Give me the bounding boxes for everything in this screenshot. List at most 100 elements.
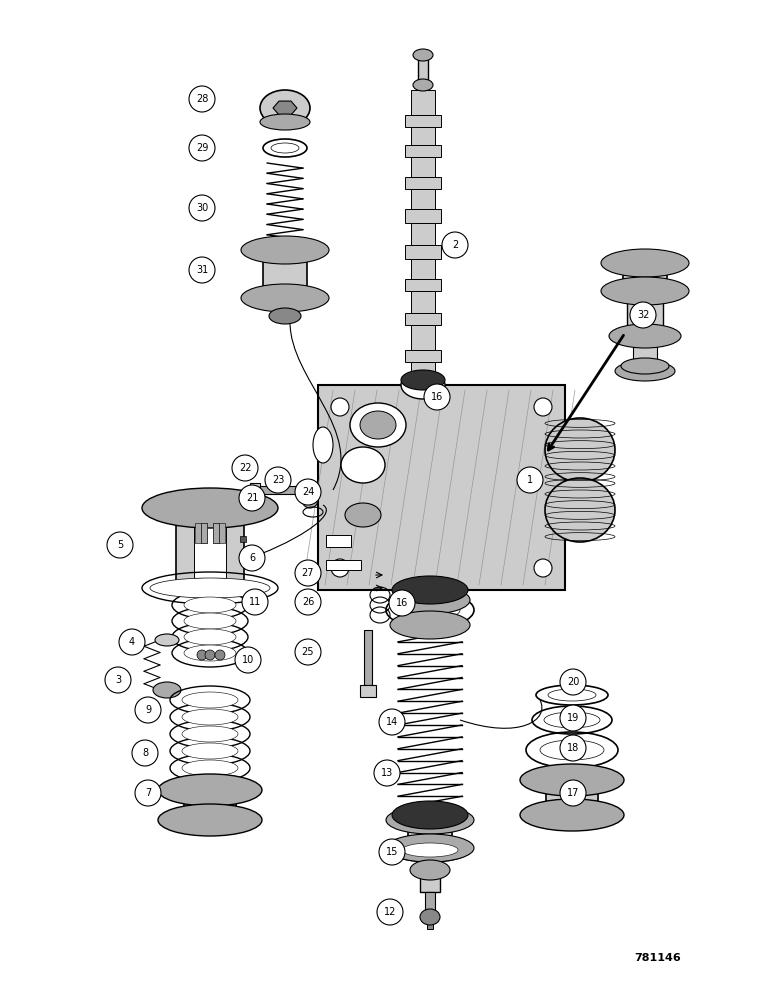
- Text: 781146: 781146: [635, 953, 682, 963]
- Ellipse shape: [545, 418, 615, 482]
- Bar: [405, 145, 441, 157]
- Ellipse shape: [158, 774, 262, 806]
- Circle shape: [132, 740, 158, 766]
- Circle shape: [189, 195, 215, 221]
- Ellipse shape: [534, 398, 552, 416]
- Ellipse shape: [345, 503, 381, 527]
- Bar: [411, 223, 435, 245]
- Circle shape: [295, 639, 321, 665]
- Text: 22: 22: [239, 463, 251, 473]
- Ellipse shape: [392, 801, 468, 829]
- Text: 32: 32: [637, 310, 649, 320]
- Bar: [250, 483, 260, 497]
- Circle shape: [119, 629, 145, 655]
- Bar: [201, 523, 207, 543]
- Bar: [213, 523, 219, 543]
- Circle shape: [135, 697, 161, 723]
- Bar: [411, 259, 435, 279]
- Text: 25: 25: [302, 647, 314, 657]
- Ellipse shape: [331, 559, 349, 577]
- Ellipse shape: [360, 411, 396, 439]
- Ellipse shape: [520, 799, 624, 831]
- Bar: [405, 245, 441, 259]
- Bar: [277, 298, 293, 316]
- Bar: [195, 523, 201, 543]
- Bar: [546, 780, 598, 815]
- Text: 2: 2: [452, 240, 458, 250]
- Text: 14: 14: [386, 717, 398, 727]
- Text: 19: 19: [567, 713, 579, 723]
- Bar: [405, 279, 441, 291]
- Ellipse shape: [420, 909, 440, 925]
- Ellipse shape: [392, 576, 468, 604]
- Circle shape: [630, 302, 656, 328]
- Circle shape: [239, 485, 265, 511]
- Text: 6: 6: [249, 553, 255, 563]
- Bar: [405, 177, 441, 189]
- Ellipse shape: [621, 358, 669, 374]
- Circle shape: [189, 135, 215, 161]
- Circle shape: [560, 669, 586, 695]
- Circle shape: [235, 647, 261, 673]
- Text: 30: 30: [196, 203, 208, 213]
- Bar: [427, 917, 433, 929]
- Ellipse shape: [410, 860, 450, 880]
- Bar: [184, 790, 236, 820]
- Ellipse shape: [184, 597, 236, 613]
- Ellipse shape: [269, 308, 301, 324]
- Ellipse shape: [205, 650, 215, 660]
- Circle shape: [265, 467, 291, 493]
- Text: 10: 10: [242, 655, 254, 665]
- Ellipse shape: [402, 843, 458, 857]
- Ellipse shape: [609, 324, 681, 348]
- Ellipse shape: [182, 692, 238, 708]
- Ellipse shape: [601, 249, 689, 277]
- Bar: [360, 685, 376, 697]
- Circle shape: [189, 86, 215, 112]
- Ellipse shape: [386, 834, 474, 862]
- Ellipse shape: [350, 403, 406, 447]
- Circle shape: [107, 532, 133, 558]
- Text: 17: 17: [567, 788, 579, 798]
- Text: 28: 28: [196, 94, 208, 104]
- Ellipse shape: [386, 806, 474, 834]
- Circle shape: [424, 384, 450, 410]
- Bar: [240, 536, 246, 542]
- Polygon shape: [273, 101, 297, 115]
- Circle shape: [560, 735, 586, 761]
- Ellipse shape: [520, 764, 624, 796]
- Ellipse shape: [601, 277, 689, 305]
- Ellipse shape: [184, 645, 236, 661]
- Ellipse shape: [401, 371, 445, 399]
- Text: 5: 5: [117, 540, 123, 550]
- Circle shape: [560, 780, 586, 806]
- Text: 23: 23: [272, 475, 284, 485]
- Text: 9: 9: [145, 705, 151, 715]
- Text: 18: 18: [567, 743, 579, 753]
- Ellipse shape: [548, 689, 596, 701]
- Ellipse shape: [331, 398, 349, 416]
- Ellipse shape: [271, 143, 299, 153]
- Ellipse shape: [215, 650, 225, 660]
- Circle shape: [295, 479, 321, 505]
- Bar: [411, 157, 435, 177]
- Circle shape: [105, 667, 131, 693]
- Text: 1: 1: [527, 475, 533, 485]
- Ellipse shape: [341, 447, 385, 483]
- Ellipse shape: [142, 488, 278, 528]
- Text: 27: 27: [302, 568, 314, 578]
- Bar: [258, 486, 313, 494]
- Bar: [176, 508, 244, 588]
- Circle shape: [242, 589, 268, 615]
- Bar: [627, 291, 663, 336]
- Ellipse shape: [545, 478, 615, 542]
- Circle shape: [295, 560, 321, 586]
- Text: 3: 3: [115, 675, 121, 685]
- Text: 31: 31: [196, 265, 208, 275]
- Bar: [411, 90, 435, 115]
- Bar: [411, 189, 435, 209]
- Circle shape: [379, 709, 405, 735]
- Ellipse shape: [260, 90, 310, 126]
- Circle shape: [189, 257, 215, 283]
- Text: 15: 15: [386, 847, 398, 857]
